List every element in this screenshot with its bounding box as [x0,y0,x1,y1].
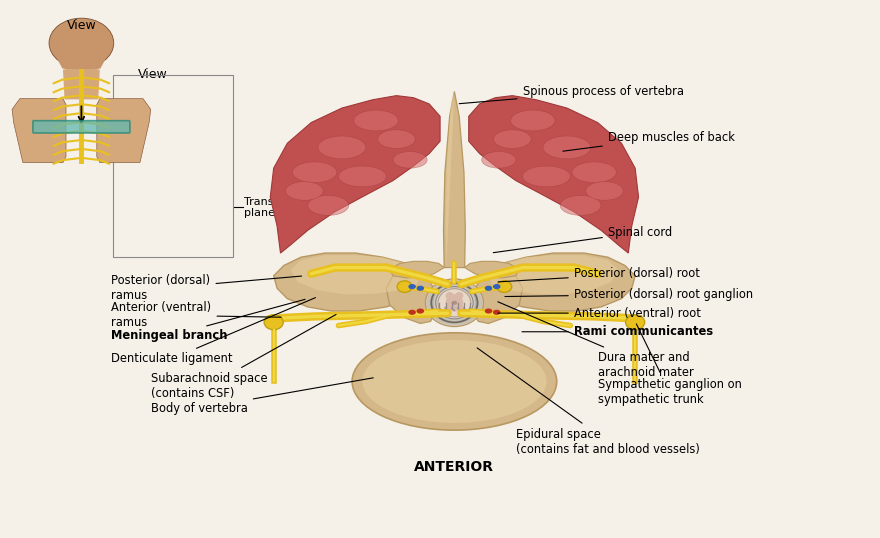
Ellipse shape [425,279,483,327]
Text: Subarachnoid space
(contains CSF): Subarachnoid space (contains CSF) [151,315,336,400]
Ellipse shape [445,292,454,300]
Text: Sympathetic ganglion on
sympathetic trunk: Sympathetic ganglion on sympathetic trun… [598,324,742,406]
Polygon shape [58,60,105,70]
Circle shape [409,310,415,314]
Text: Epidural space
(contains fat and blood vessels): Epidural space (contains fat and blood v… [477,348,700,456]
Ellipse shape [494,130,532,148]
Ellipse shape [626,315,645,330]
Ellipse shape [49,18,114,68]
Text: Transverse
plane: Transverse plane [245,197,304,218]
Polygon shape [469,96,639,253]
Ellipse shape [436,287,473,319]
Ellipse shape [308,195,348,215]
Circle shape [486,309,492,313]
Polygon shape [465,261,519,278]
Polygon shape [386,267,437,323]
Text: Anterior (ventral) root: Anterior (ventral) root [498,307,700,320]
Circle shape [494,310,500,314]
Text: Rami communicantes: Rami communicantes [522,325,713,338]
Ellipse shape [456,305,465,312]
Ellipse shape [444,305,452,312]
FancyBboxPatch shape [33,121,130,133]
Ellipse shape [339,166,386,187]
Ellipse shape [496,281,511,293]
Ellipse shape [286,182,323,200]
Ellipse shape [363,340,546,423]
Circle shape [409,285,415,288]
Polygon shape [274,253,430,311]
Text: View: View [137,68,167,81]
Text: Spinous process of vertebra: Spinous process of vertebra [459,85,684,104]
Circle shape [494,285,500,288]
Polygon shape [12,98,66,162]
Polygon shape [472,267,523,323]
Polygon shape [479,253,635,311]
Ellipse shape [510,110,555,131]
Ellipse shape [572,162,616,182]
Ellipse shape [292,162,337,182]
Ellipse shape [560,195,601,215]
Polygon shape [445,91,454,267]
Text: Deep muscles of back: Deep muscles of back [563,131,735,151]
Polygon shape [97,98,150,162]
Circle shape [417,286,423,290]
Text: Posterior (dorsal) root: Posterior (dorsal) root [498,267,700,282]
Text: Meningeal branch: Meningeal branch [112,299,305,342]
Ellipse shape [393,152,427,168]
Circle shape [486,286,492,290]
Ellipse shape [378,130,415,148]
Polygon shape [444,91,466,267]
Ellipse shape [264,315,283,330]
Polygon shape [290,255,421,294]
Polygon shape [63,70,99,98]
Ellipse shape [427,280,482,325]
Ellipse shape [431,283,478,322]
Text: Dura mater and
arachnoid mater: Dura mater and arachnoid mater [498,302,693,379]
Polygon shape [390,261,444,278]
Ellipse shape [523,166,570,187]
Ellipse shape [445,294,463,312]
Ellipse shape [397,281,412,293]
Ellipse shape [455,292,463,300]
Text: ANTERIOR: ANTERIOR [414,460,495,474]
Circle shape [417,309,423,313]
Text: Body of vertebra: Body of vertebra [151,378,373,415]
Text: Anterior (ventral)
ramus: Anterior (ventral) ramus [112,301,281,329]
Ellipse shape [433,285,475,321]
Text: Posterior (dorsal)
ramus: Posterior (dorsal) ramus [112,274,302,302]
Ellipse shape [586,182,623,200]
Ellipse shape [481,152,516,168]
Ellipse shape [438,289,471,317]
Text: View: View [67,19,96,32]
Ellipse shape [318,136,366,159]
Text: Denticulate ligament: Denticulate ligament [112,298,315,365]
Ellipse shape [543,136,590,159]
Polygon shape [270,96,440,253]
Ellipse shape [352,333,557,430]
Ellipse shape [354,110,398,131]
Polygon shape [488,255,618,294]
Text: Posterior (dorsal) root ganglion: Posterior (dorsal) root ganglion [505,288,753,301]
Text: Spinal cord: Spinal cord [494,226,672,253]
Circle shape [452,301,457,304]
